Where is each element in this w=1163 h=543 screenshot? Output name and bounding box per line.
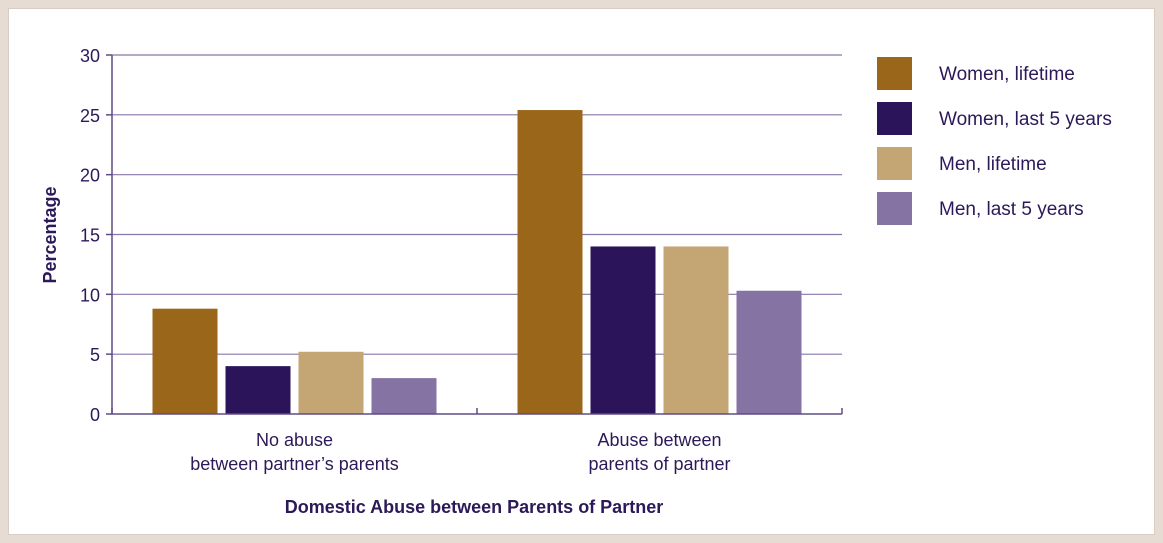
x-axis-title: Domestic Abuse between Parents of Partne… <box>285 497 663 517</box>
category-label: No abuse between partner’s parents <box>190 430 398 474</box>
legend-label: Men, lifetime <box>939 154 1047 175</box>
legend-label: Women, last 5 years <box>939 109 1112 130</box>
bar <box>517 110 583 415</box>
gridlines <box>112 54 842 355</box>
legend-swatch <box>877 102 912 135</box>
y-tick-label: 30 <box>80 46 100 66</box>
legend-swatch <box>877 57 912 90</box>
category-label: Abuse between parents of partner <box>588 430 730 474</box>
y-tick-label: 15 <box>80 226 100 246</box>
category-labels: No abuse between partner’s parents Abuse b… <box>190 430 730 474</box>
legend-swatch <box>877 147 912 180</box>
bar <box>590 246 656 414</box>
bar <box>152 308 218 414</box>
legend: Women, lifetime Women, last 5 years Men, l… <box>877 57 1112 225</box>
y-tick-label: 20 <box>80 166 100 186</box>
bar <box>663 246 729 414</box>
y-tick-label: 10 <box>80 285 100 305</box>
legend-label: Women, lifetime <box>939 64 1075 85</box>
bar <box>298 351 364 414</box>
y-axis-title: Percentage <box>40 186 60 283</box>
axes <box>106 54 843 415</box>
legend-label: Men, last 5 years <box>939 199 1084 220</box>
bars <box>152 110 802 415</box>
bar <box>371 378 437 414</box>
bar <box>736 290 802 414</box>
y-tick-labels: 0 5 10 15 20 25 30 <box>80 46 100 425</box>
legend-swatch <box>877 192 912 225</box>
y-tick-label: 25 <box>80 106 100 126</box>
bar <box>225 366 291 414</box>
y-tick-label: 5 <box>90 345 100 365</box>
y-tick-label: 0 <box>90 405 100 425</box>
